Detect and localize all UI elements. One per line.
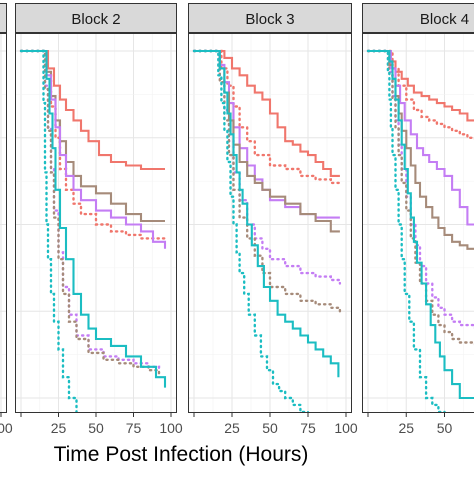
panel-4: Block 4255075 <box>362 4 474 437</box>
panel-1: 100 <box>0 4 13 437</box>
facet-strip-label: Block 4 <box>420 11 469 28</box>
panel-2: Block 2 25 50 75 100 <box>15 4 183 464</box>
x-tick-label: 50 <box>88 420 104 436</box>
facet-strip-label: Block 2 <box>71 11 120 28</box>
x-axis-title: Time Post Infection (Hours) <box>54 443 309 466</box>
x-tick-label: 100 <box>0 420 13 436</box>
x-tick-label: 25 <box>224 420 240 436</box>
panel-background <box>362 33 474 413</box>
panel-3: Block 3 25 50 75 100 <box>188 4 358 437</box>
x-tick-label: 75 <box>300 420 316 436</box>
x-tick-label: 75 <box>126 420 142 436</box>
x-tick-label: 100 <box>334 420 358 436</box>
x-tick-label: 50 <box>437 420 453 436</box>
facet-strip-label: Block 3 <box>245 11 294 28</box>
facet-strip <box>0 4 7 33</box>
x-tick-label: 25 <box>51 420 67 436</box>
x-tick-label: 50 <box>262 420 278 436</box>
x-tick-label: 100 <box>159 420 183 436</box>
x-tick-label: 25 <box>398 420 414 436</box>
